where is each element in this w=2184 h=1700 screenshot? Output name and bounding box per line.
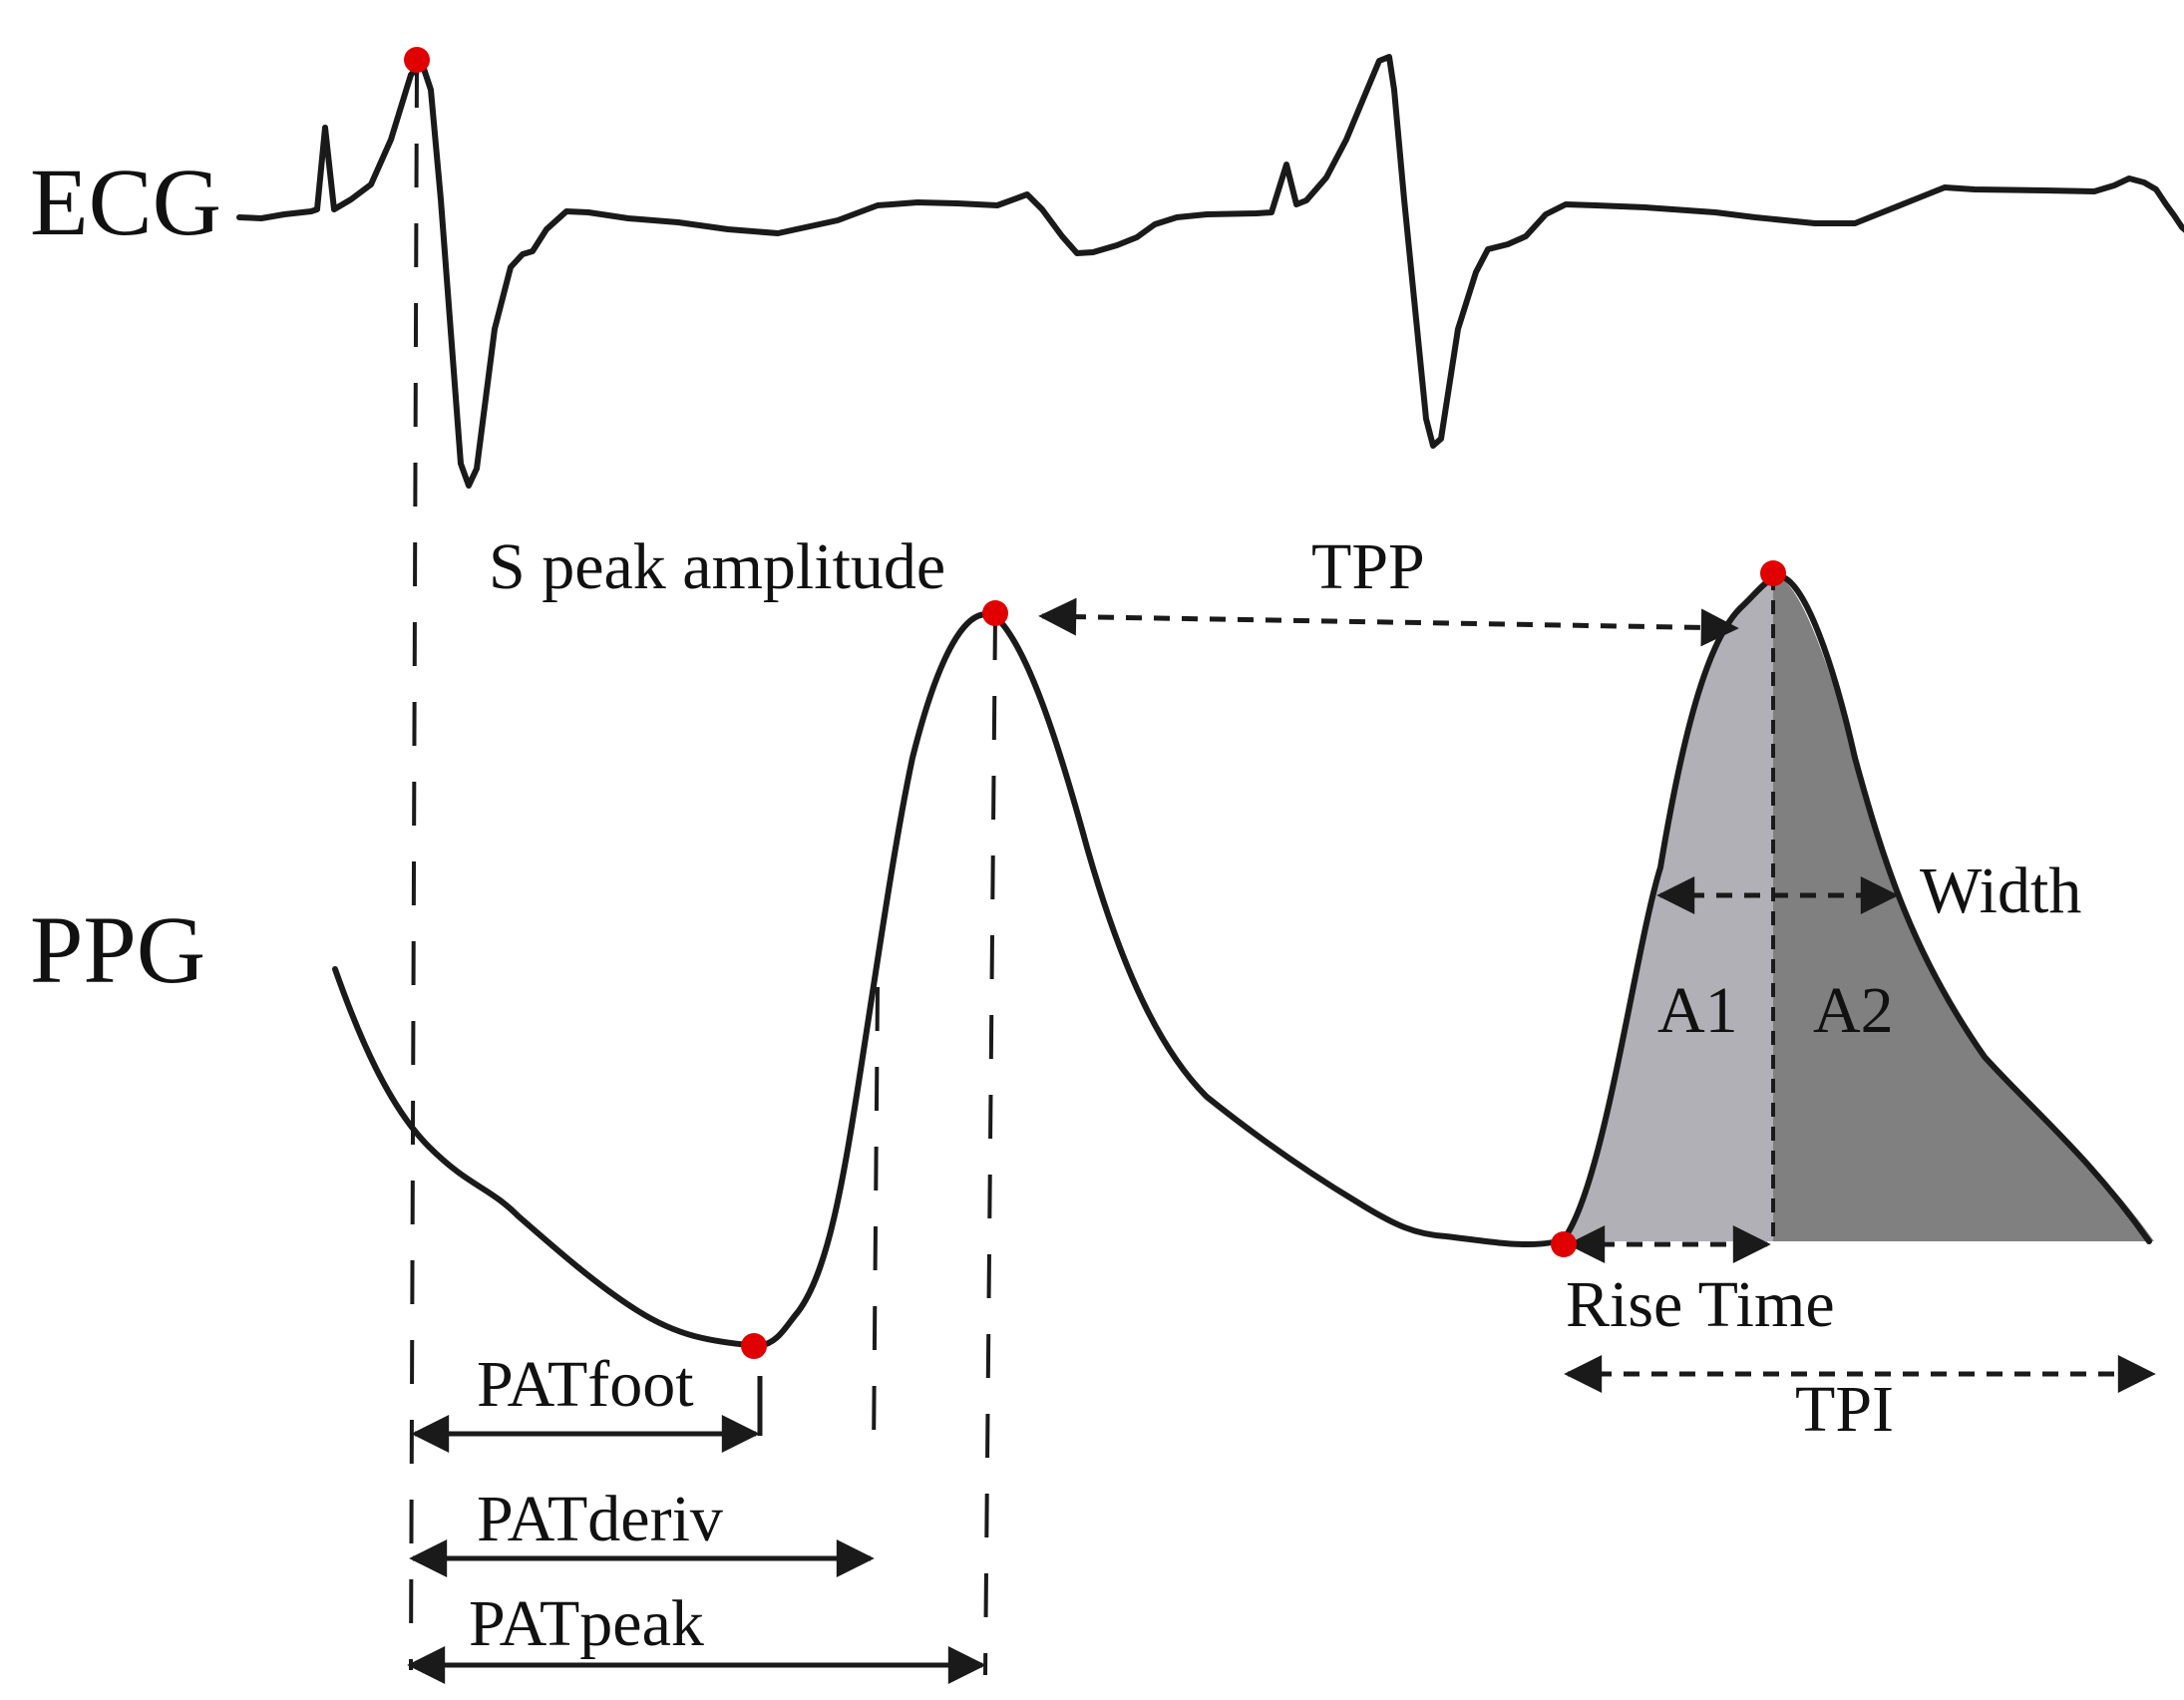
ecg-label: ECG: [30, 149, 221, 255]
pat-deriv-label: PATderiv: [477, 1483, 723, 1555]
ppg-foot-marker: [741, 1333, 767, 1359]
pulse-foot-marker: [1551, 1231, 1577, 1257]
a1-label: A1: [1657, 974, 1738, 1047]
pat-foot-label: PATfoot: [477, 1348, 694, 1421]
guide-ecg-peak: [409, 63, 419, 1671]
ecg-trace: [236, 54, 2184, 489]
tpi-label: TPI: [1795, 1373, 1894, 1446]
s-peak-amplitude-label: S peak amplitude: [489, 530, 945, 603]
rise-time-label: Rise Time: [1566, 1268, 1835, 1341]
guide-ppg-peak: [983, 615, 997, 1676]
width-label: Width: [1920, 854, 2081, 927]
pulse-peak-marker: [1760, 560, 1786, 586]
a2-label: A2: [1813, 974, 1894, 1047]
tpp-arrow: [1038, 597, 1739, 647]
ppg-label: PPG: [30, 896, 205, 1003]
ppg-trace: [332, 573, 2152, 1349]
area-a2: [1773, 575, 2154, 1241]
pat-peak-label: PATpeak: [469, 1587, 704, 1660]
ecg-r-peak-marker: [404, 47, 430, 73]
guide-ppg-deriv: [872, 986, 880, 1457]
ppg-peak-marker: [982, 600, 1008, 626]
tpp-label: TPP: [1311, 530, 1425, 603]
area-a1: [1563, 576, 1773, 1241]
